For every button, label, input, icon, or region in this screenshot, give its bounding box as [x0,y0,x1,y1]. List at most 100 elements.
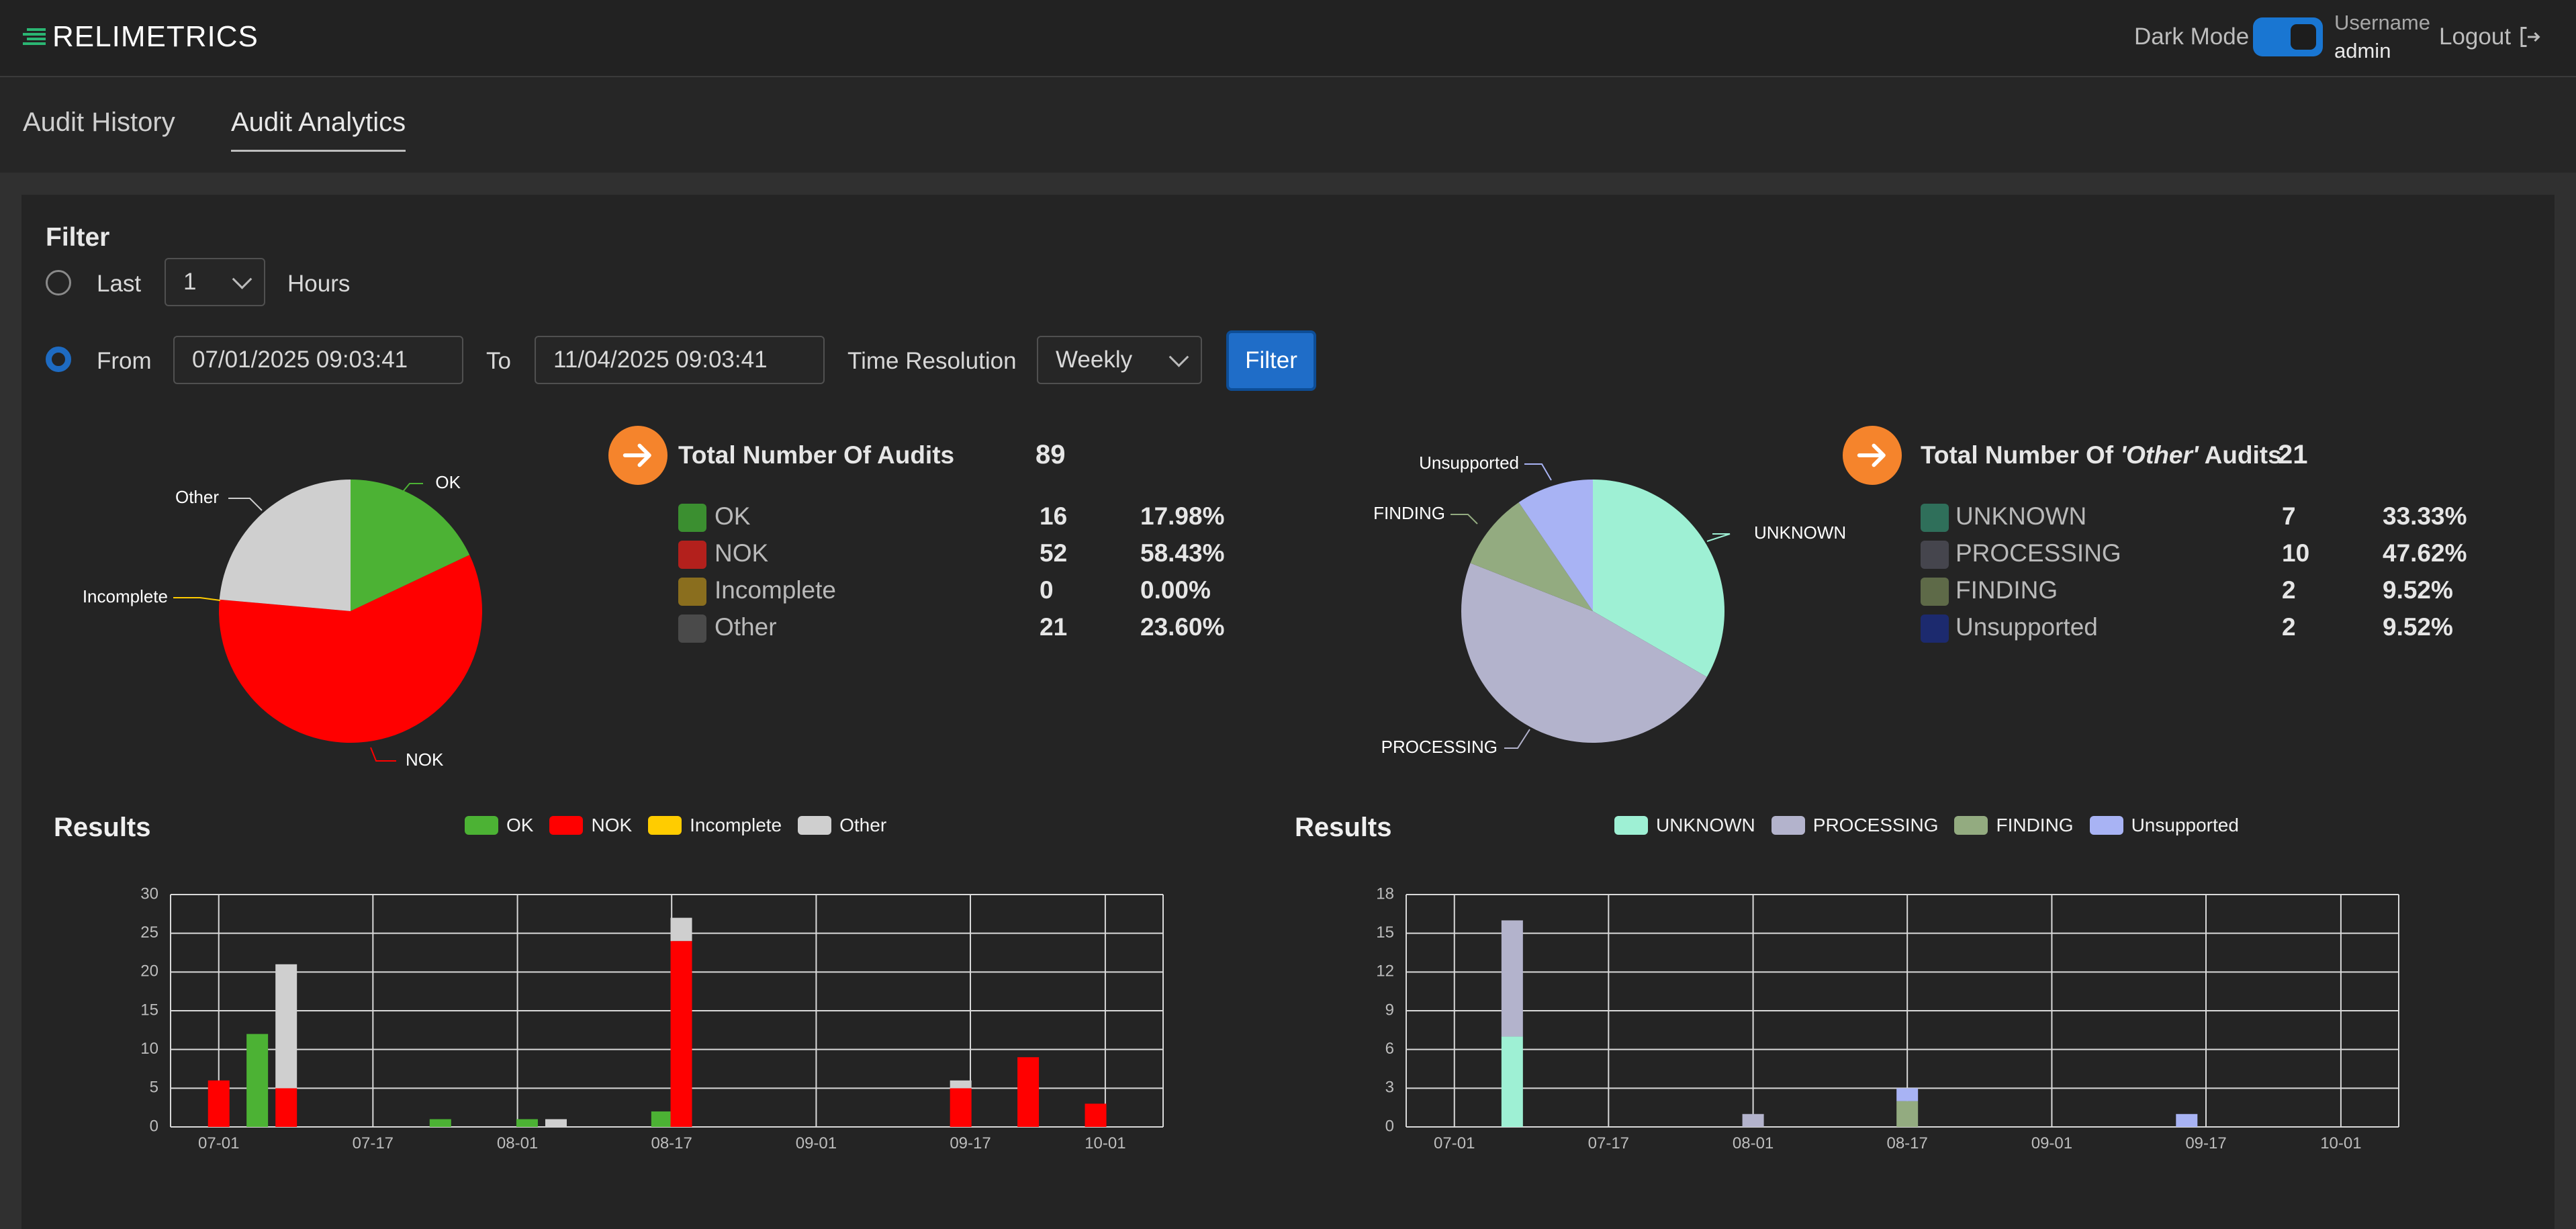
filter-button[interactable]: Filter [1226,330,1316,391]
y-tick-label: 15 [140,1001,158,1019]
row-count: 16 [1040,502,1068,530]
to-date-value: 11/04/2025 09:03:41 [553,347,768,373]
to-date-input[interactable]: 11/04/2025 09:03:41 [535,336,825,384]
row-percent: 0.00% [1140,576,1211,604]
bar-finding[interactable] [1896,1101,1919,1127]
last-value-select[interactable]: 1 [165,258,265,306]
bar-nok[interactable] [208,1080,230,1127]
bar-ok[interactable] [246,1034,269,1127]
from-date-input[interactable]: 07/01/2025 09:03:41 [173,336,463,384]
bar-processing[interactable] [1501,920,1523,1037]
view-other-audits-button[interactable] [1843,426,1902,485]
legend-item[interactable]: Incomplete [648,815,782,836]
last-radio[interactable] [46,270,71,295]
legend-item[interactable]: PROCESSING [1771,815,1939,836]
y-tick-label: 15 [1376,923,1394,942]
bar-unsupported[interactable] [2176,1113,2198,1127]
results-legend-left: OK NOK Incomplete Other [465,815,903,836]
row-percent: 9.52% [2383,613,2453,641]
bar-unknown[interactable] [1501,1036,1523,1127]
legend-label: Incomplete [690,815,782,835]
pie-slice-unknown[interactable] [1593,480,1724,677]
callout-line-unknown [1706,533,1731,542]
from-to-radio[interactable] [46,347,71,372]
pie-label-unsupported: Unsupported [1419,453,1519,473]
row-label: PROCESSING [1956,539,2121,567]
pie-callouts: Unsupported FINDING UNKNOWN PROCESSING [1373,453,1846,757]
tab-audit-history[interactable]: Audit History [23,107,175,137]
y-tick-label: 0 [1385,1117,1394,1135]
x-tick-label: 07-17 [353,1134,394,1152]
logout-label: Logout [2439,24,2512,50]
results-bar-chart-left: 0 5 10 15 20 25 30 07-01 07-17 08-01 08-17 09-01 09-… [140,884,1164,1152]
legend-swatch [1614,816,1648,835]
view-audits-button[interactable] [608,426,668,485]
username-label: Username [2334,11,2430,34]
y-tick-label: 20 [140,962,158,981]
legend-item[interactable]: NOK [549,815,632,836]
bar-other[interactable] [670,917,692,942]
pie-slice-finding[interactable] [1470,502,1593,611]
bar-unsupported[interactable] [1896,1088,1919,1101]
bar-other[interactable] [275,964,297,1089]
legend-item[interactable]: Unsupported [2089,815,2239,836]
bar-ok[interactable] [516,1119,538,1127]
bar-nok[interactable] [670,941,692,1127]
legend-swatch [1771,816,1805,835]
legend-item[interactable]: OK [465,815,533,836]
row-count: 7 [2282,502,2296,530]
total-audits-title: Total Number Of Audits [678,441,955,469]
logo-icon [23,28,46,45]
y-tick-label: 18 [1376,884,1394,903]
row-count: 2 [2282,613,2296,641]
title-prefix: Total Number Of [1921,441,2121,469]
bar-nok[interactable] [950,1088,972,1127]
legend-swatch [1921,541,1949,569]
legend-swatch [678,541,706,569]
title-emphasis: 'Other' [2120,441,2199,469]
filter-title: Filter [46,223,110,252]
pie-slice-ok[interactable] [351,480,470,611]
grid [170,894,1164,1128]
row-label: NOK [715,539,769,567]
pie-slice-nok[interactable] [219,555,482,743]
y-tick-label: 0 [150,1117,158,1135]
arrow-right-icon [623,443,651,467]
bar-nok[interactable] [275,1088,297,1127]
from-label: From [97,348,152,374]
row-label: Incomplete [715,576,836,604]
bar-ok[interactable] [651,1111,673,1127]
legend-item[interactable]: Other [798,815,886,836]
row-percent: 9.52% [2383,576,2453,604]
x-tick-label: 07-17 [1588,1134,1629,1152]
total-audits-value: 89 [1036,440,1066,469]
bar-nok[interactable] [1085,1103,1107,1127]
bar-nok[interactable] [1017,1057,1040,1127]
total-other-audits-title: Total Number Of 'Other' Audits [1921,441,2282,469]
time-resolution-label: Time Resolution [847,348,1017,374]
tab-audit-analytics[interactable]: Audit Analytics [231,107,406,152]
logout-icon [2520,27,2540,47]
pie-slice-other[interactable] [219,480,351,611]
total-other-audits-value: 21 [2278,440,2308,469]
bar-processing[interactable] [1742,1113,1764,1127]
brand-logo[interactable]: RELIMETRICS [23,20,259,54]
bar-other[interactable] [950,1080,972,1089]
pie-slice-unsupported[interactable] [1518,480,1593,611]
logout-button[interactable]: Logout [2439,24,2542,50]
dark-mode-toggle[interactable] [2253,17,2323,56]
legend-item[interactable]: FINDING [1954,815,2074,836]
legend-item[interactable]: UNKNOWN [1614,815,1755,836]
time-resolution-select[interactable]: Weekly [1037,336,1202,384]
legend-label: PROCESSING [1812,815,1939,835]
bar-other[interactable] [545,1119,567,1127]
pie-slice-processing[interactable] [1461,563,1707,743]
pie-label-processing: PROCESSING [1381,737,1498,757]
bar-ok[interactable] [429,1119,451,1127]
row-count: 21 [1040,613,1068,641]
time-resolution-value: Weekly [1056,347,1133,373]
legend-swatch [1921,614,1949,643]
brand-name: RELIMETRICS [52,20,259,53]
chevron-down-icon [1168,347,1189,367]
callout-line-unsupported [1524,463,1552,481]
